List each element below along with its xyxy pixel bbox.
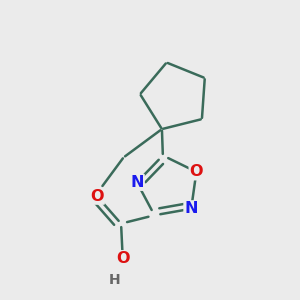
Text: O: O xyxy=(190,164,203,179)
Text: H: H xyxy=(109,273,120,287)
Text: N: N xyxy=(184,201,198,216)
Text: O: O xyxy=(90,189,104,204)
Text: N: N xyxy=(130,175,144,190)
Text: O: O xyxy=(116,251,130,266)
